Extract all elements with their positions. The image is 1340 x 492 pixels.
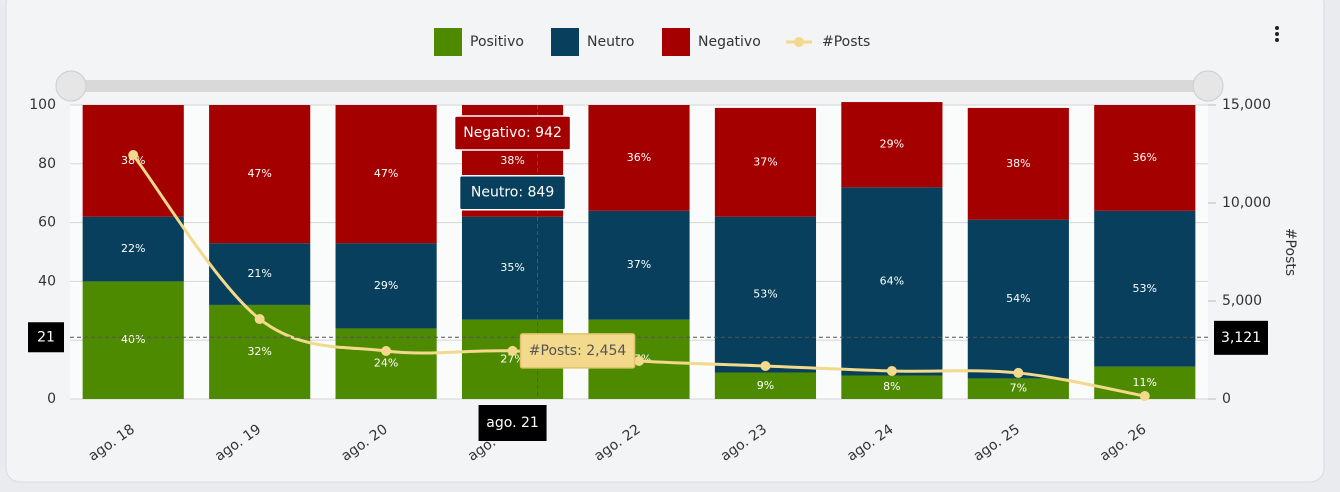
crosshair-y2-label: 3,121 <box>1221 330 1261 346</box>
data-label: 53% <box>1133 282 1157 295</box>
tooltip-text: #Posts: 2,454 <box>529 343 627 359</box>
data-label: 35% <box>500 261 524 274</box>
bar-segment <box>714 216 817 373</box>
line-point <box>886 365 897 376</box>
crosshair-x-box <box>478 405 547 441</box>
line-point <box>507 345 518 356</box>
bar-segment <box>209 243 311 305</box>
data-label: 37% <box>753 155 777 168</box>
data-label: 47% <box>247 167 271 180</box>
data-label: 53% <box>753 288 777 301</box>
bar-segment <box>209 105 311 244</box>
bar-segment <box>841 187 943 376</box>
legend-swatch <box>662 28 690 56</box>
bar-segment <box>714 107 817 217</box>
crosshair-x-label: ago. 21 <box>486 415 539 431</box>
bar-segment <box>841 375 943 399</box>
bar-segment <box>82 281 184 399</box>
navigator[interactable] <box>70 80 1208 92</box>
y2-axis-title: #Posts <box>1282 228 1298 276</box>
data-label: 8% <box>883 380 900 393</box>
data-label: 29% <box>880 138 904 151</box>
bar-segment <box>82 105 184 217</box>
bar-segment <box>335 243 437 329</box>
legend-swatch <box>434 28 462 56</box>
legend-item[interactable]: Negativo <box>662 28 761 56</box>
bar-segment <box>588 105 690 211</box>
y2-tick-label: 0 <box>1222 391 1231 407</box>
bar-segment <box>335 328 437 399</box>
data-label: 21% <box>247 267 271 280</box>
bar-segment <box>714 372 817 399</box>
legend-label: Neutro <box>587 34 634 50</box>
tooltip-text: Neutro: 849 <box>471 185 554 201</box>
legend-item[interactable]: Neutro <box>551 28 634 56</box>
legend-swatch <box>551 28 579 56</box>
menu[interactable] <box>1275 26 1279 42</box>
data-label: 27% <box>500 352 524 365</box>
data-label: 9% <box>757 379 774 392</box>
line-point <box>760 360 771 371</box>
y2-tick-label: 5,000 <box>1222 293 1262 309</box>
y-tick-label: 40 <box>38 273 56 289</box>
data-label: 64% <box>880 274 904 287</box>
y2-tick-label: 15,000 <box>1222 97 1271 113</box>
tooltip-box <box>458 174 567 211</box>
bar-segment <box>461 216 564 320</box>
y-tick-label: 60 <box>38 215 56 231</box>
bar-segment <box>82 216 184 282</box>
legend-marker <box>794 37 804 47</box>
line-point <box>634 355 644 366</box>
bar-segment <box>1094 210 1196 367</box>
legend-label: #Posts <box>822 34 870 50</box>
data-label: 36% <box>1133 151 1157 164</box>
line-point <box>128 149 139 160</box>
crosshair-y-box <box>28 322 64 353</box>
data-label: 47% <box>374 167 398 180</box>
bar-segment <box>967 219 1069 379</box>
line-point <box>1139 391 1150 402</box>
line-point <box>254 314 265 325</box>
bar-segment <box>841 102 943 188</box>
tooltip-box <box>453 115 572 151</box>
bar-segment <box>335 105 437 244</box>
legend-item[interactable]: #Posts <box>786 34 870 50</box>
bar-segment <box>588 210 690 320</box>
legend-label: Positivo <box>470 34 524 50</box>
navigator-handle[interactable] <box>55 70 87 102</box>
y2-tick-label: 10,000 <box>1222 195 1271 211</box>
data-label: 37% <box>627 258 651 271</box>
data-label: 38% <box>500 154 524 167</box>
data-label: 36% <box>627 151 651 164</box>
bar-segment <box>967 107 1069 220</box>
crosshair-y2-box <box>1214 320 1268 355</box>
data-label: 54% <box>1006 292 1030 305</box>
line-point <box>1013 367 1024 378</box>
data-label: 29% <box>374 279 398 292</box>
navigator-handle[interactable] <box>1192 70 1224 102</box>
crosshair-y-label: 21 <box>37 329 55 345</box>
bar-segment <box>967 378 1069 399</box>
data-label: 38% <box>1006 157 1030 170</box>
bar-segment <box>1094 105 1196 211</box>
tooltip-text: Negativo: 942 <box>463 125 562 141</box>
data-label: 40% <box>121 333 145 346</box>
data-label: 32% <box>247 345 271 358</box>
data-label: 11% <box>1133 376 1157 389</box>
y-tick-label: 0 <box>47 391 56 407</box>
legend-item[interactable]: Positivo <box>434 28 524 56</box>
data-label: 24% <box>374 357 398 370</box>
data-label: 22% <box>121 242 145 255</box>
y-tick-label: 80 <box>38 156 56 172</box>
legend-label: Negativo <box>698 34 761 50</box>
line-point <box>381 345 392 356</box>
tooltip-box <box>519 333 636 369</box>
data-label: 7% <box>1010 382 1027 395</box>
y-tick-label: 100 <box>29 97 56 113</box>
